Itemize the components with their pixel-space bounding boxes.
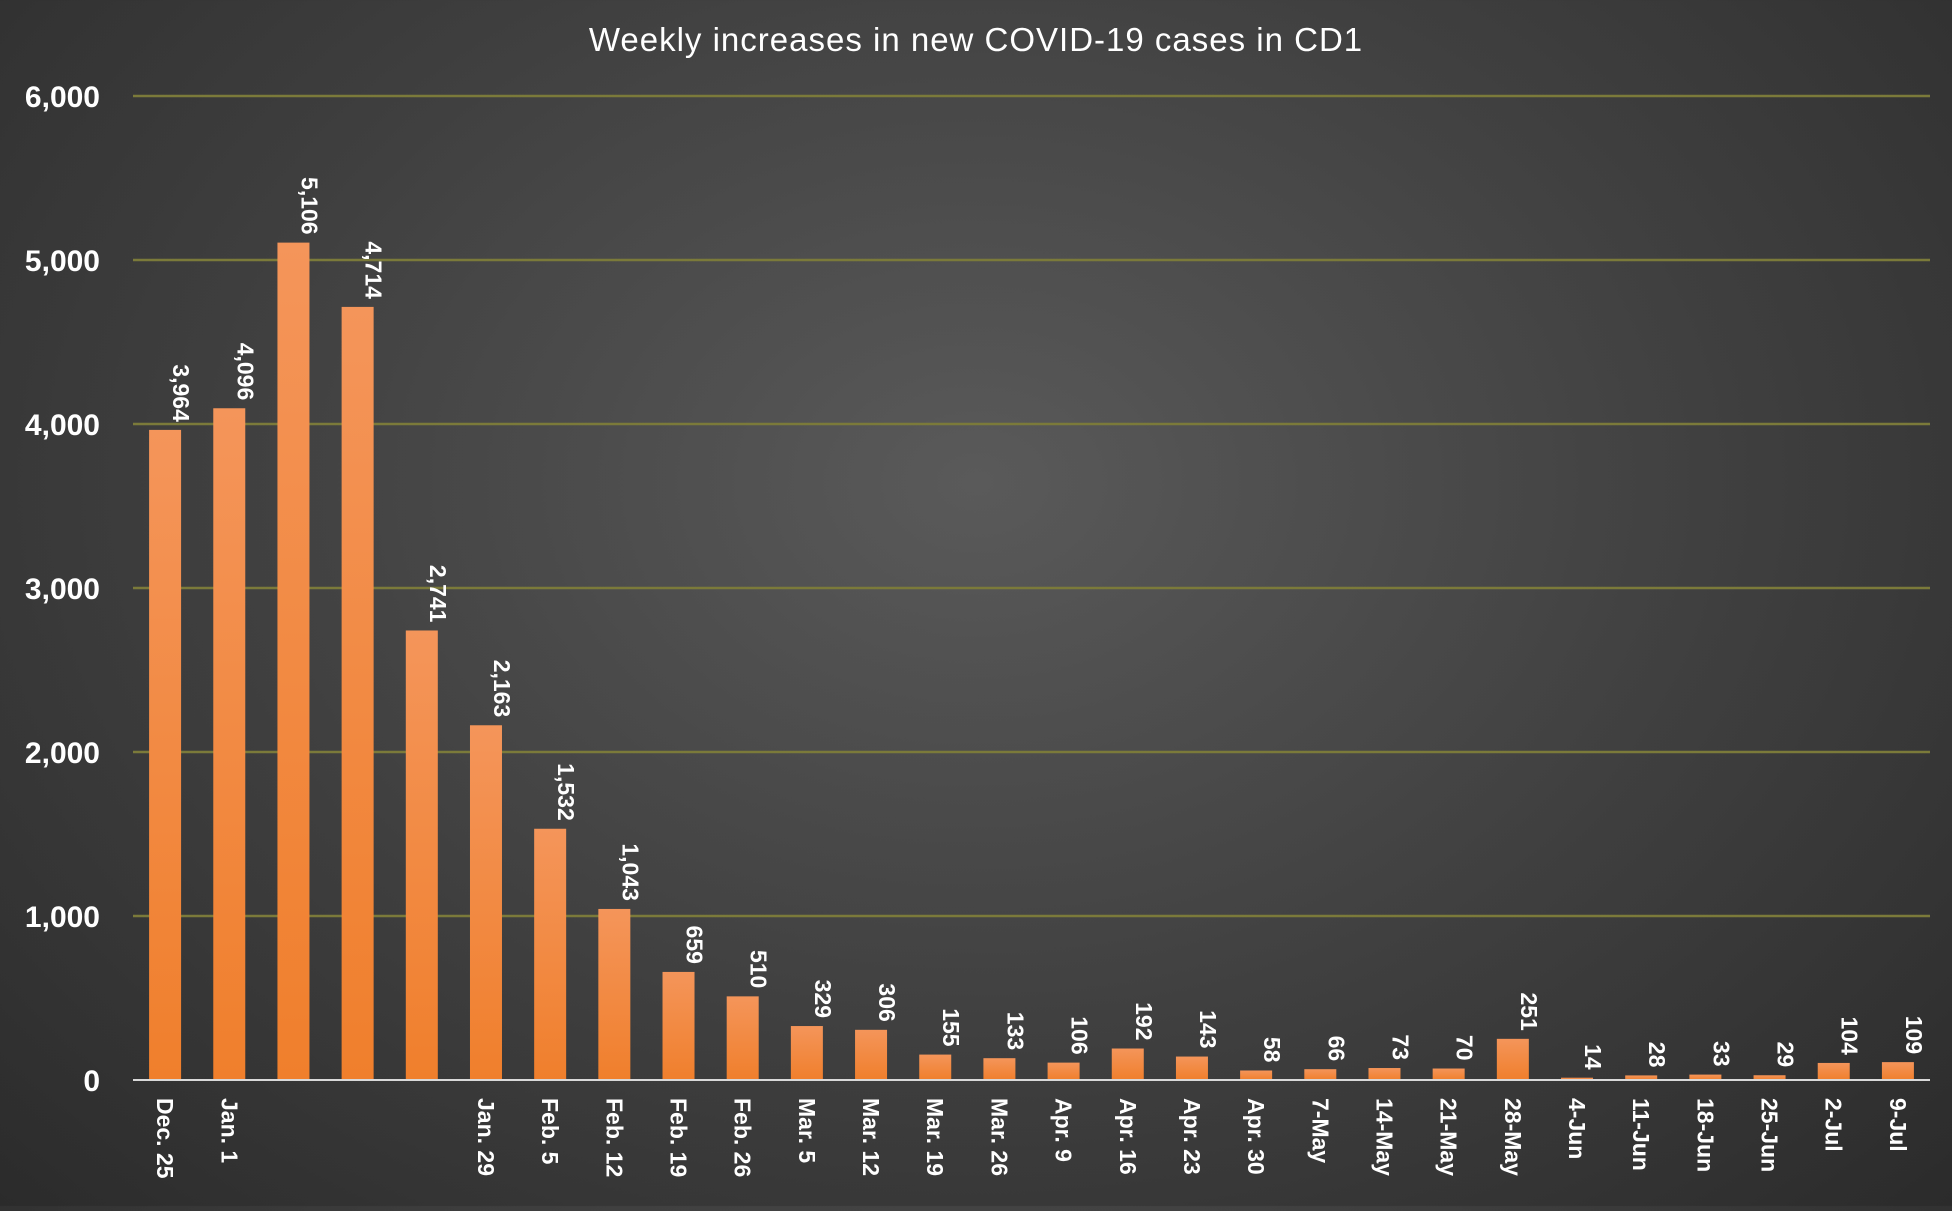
x-tick-label: Feb. 26 — [730, 1098, 756, 1177]
data-label: 1,043 — [617, 843, 643, 901]
x-tick-label: 9-Jul — [1885, 1098, 1911, 1152]
data-label: 3,964 — [168, 364, 194, 422]
data-label: 659 — [682, 926, 708, 964]
x-tick-label: Mar. 26 — [986, 1098, 1012, 1176]
y-axis-ticks: 0 1,000 2,000 3,000 4,000 5,000 6,000 — [25, 81, 100, 1098]
bar — [726, 996, 759, 1080]
bar — [983, 1058, 1016, 1080]
x-tick-label: 14-May — [1371, 1098, 1397, 1176]
bar — [1175, 1056, 1208, 1080]
data-label: 2,741 — [425, 565, 451, 623]
x-tick-label: Dec. 25 — [152, 1098, 178, 1179]
data-label: 28 — [1644, 1042, 1670, 1068]
x-tick-label: Mar. 5 — [794, 1098, 820, 1163]
x-tick-label: 21-May — [1436, 1098, 1462, 1176]
data-label: 73 — [1387, 1034, 1413, 1060]
data-label: 33 — [1708, 1041, 1734, 1067]
bar — [1111, 1048, 1144, 1080]
bar — [1240, 1070, 1273, 1080]
y-tick-label: 3,000 — [25, 573, 100, 606]
data-label: 192 — [1131, 1002, 1157, 1040]
data-label: 1,532 — [553, 763, 579, 821]
bar — [341, 306, 374, 1080]
bar — [919, 1054, 952, 1080]
y-tick-label: 5,000 — [25, 245, 100, 278]
bar — [469, 725, 502, 1080]
data-label: 143 — [1195, 1010, 1221, 1048]
x-tick-label: Apr. 16 — [1115, 1098, 1141, 1175]
x-tick-label: 2-Jul — [1821, 1098, 1847, 1152]
x-tick-label: Mar. 12 — [858, 1098, 884, 1176]
x-tick-label: Apr. 9 — [1051, 1098, 1077, 1162]
x-tick-label: Apr. 30 — [1243, 1098, 1269, 1175]
bar — [1432, 1068, 1465, 1080]
bar — [1561, 1077, 1594, 1080]
x-tick-label: 4-Jun — [1564, 1098, 1590, 1159]
x-tick-label: 25-Jun — [1757, 1098, 1783, 1172]
data-label: 104 — [1837, 1017, 1863, 1056]
data-label: 5,106 — [296, 177, 322, 235]
bar — [662, 971, 695, 1080]
bar — [855, 1029, 888, 1080]
y-tick-label: 0 — [83, 1065, 100, 1098]
bar — [1304, 1069, 1337, 1080]
bar — [790, 1026, 823, 1080]
x-tick-label: Feb. 12 — [601, 1098, 627, 1177]
x-tick-label: Jan. 1 — [216, 1098, 242, 1163]
data-label: 251 — [1516, 992, 1542, 1031]
data-label: 14 — [1580, 1044, 1606, 1070]
gridlines — [133, 94, 1930, 918]
x-tick-label: Feb. 19 — [666, 1098, 692, 1177]
bar — [1817, 1062, 1850, 1080]
data-label: 106 — [1067, 1016, 1093, 1054]
x-axis-ticks: Dec. 25 Jan. 1 Jan. 29 Feb. 5 Feb. 12 Feb. 19… — [152, 1098, 1911, 1179]
data-label: 133 — [1002, 1012, 1028, 1050]
x-tick-label: 18-Jun — [1692, 1098, 1718, 1172]
x-tick-label: 28-May — [1500, 1098, 1526, 1176]
data-label: 4,714 — [361, 241, 387, 299]
bar — [1881, 1062, 1914, 1080]
bar — [1368, 1068, 1401, 1080]
y-tick-label: 2,000 — [25, 737, 100, 770]
bar — [1753, 1075, 1786, 1080]
data-labels: 3,964 4,096 5,106 4,714 2,741 2,163 1,532 1,043… — [168, 177, 1927, 1070]
bar — [405, 630, 438, 1080]
data-label: 4,096 — [232, 343, 258, 401]
data-label: 306 — [874, 983, 900, 1021]
data-label: 58 — [1259, 1037, 1285, 1063]
data-label: 109 — [1901, 1016, 1927, 1054]
y-tick-label: 1,000 — [25, 901, 100, 934]
data-label: 510 — [746, 950, 772, 988]
bar — [1689, 1074, 1722, 1080]
bar — [1625, 1075, 1658, 1080]
data-label: 66 — [1323, 1036, 1349, 1062]
bars — [149, 242, 1914, 1081]
bar — [1047, 1062, 1080, 1080]
bar — [213, 408, 246, 1081]
data-label: 29 — [1773, 1042, 1799, 1068]
x-tick-label: Jan. 29 — [473, 1098, 499, 1176]
chart-title: Weekly increases in new COVID-19 cases i… — [589, 21, 1363, 58]
x-tick-label: Mar. 19 — [922, 1098, 948, 1176]
x-tick-label: 7-May — [1307, 1098, 1333, 1163]
bar — [277, 242, 310, 1081]
x-tick-label: Feb. 5 — [537, 1098, 563, 1165]
x-tick-label: Apr. 23 — [1179, 1098, 1205, 1175]
y-tick-label: 4,000 — [25, 409, 100, 442]
bar — [534, 828, 567, 1080]
data-label: 155 — [938, 1008, 964, 1047]
data-label: 70 — [1452, 1035, 1478, 1061]
bar — [598, 908, 631, 1080]
bar — [1496, 1038, 1529, 1080]
data-label: 329 — [810, 980, 836, 1018]
data-label: 2,163 — [489, 660, 515, 718]
bar — [149, 429, 182, 1080]
x-tick-label: 11-Jun — [1628, 1098, 1654, 1171]
y-tick-label: 6,000 — [25, 81, 100, 114]
